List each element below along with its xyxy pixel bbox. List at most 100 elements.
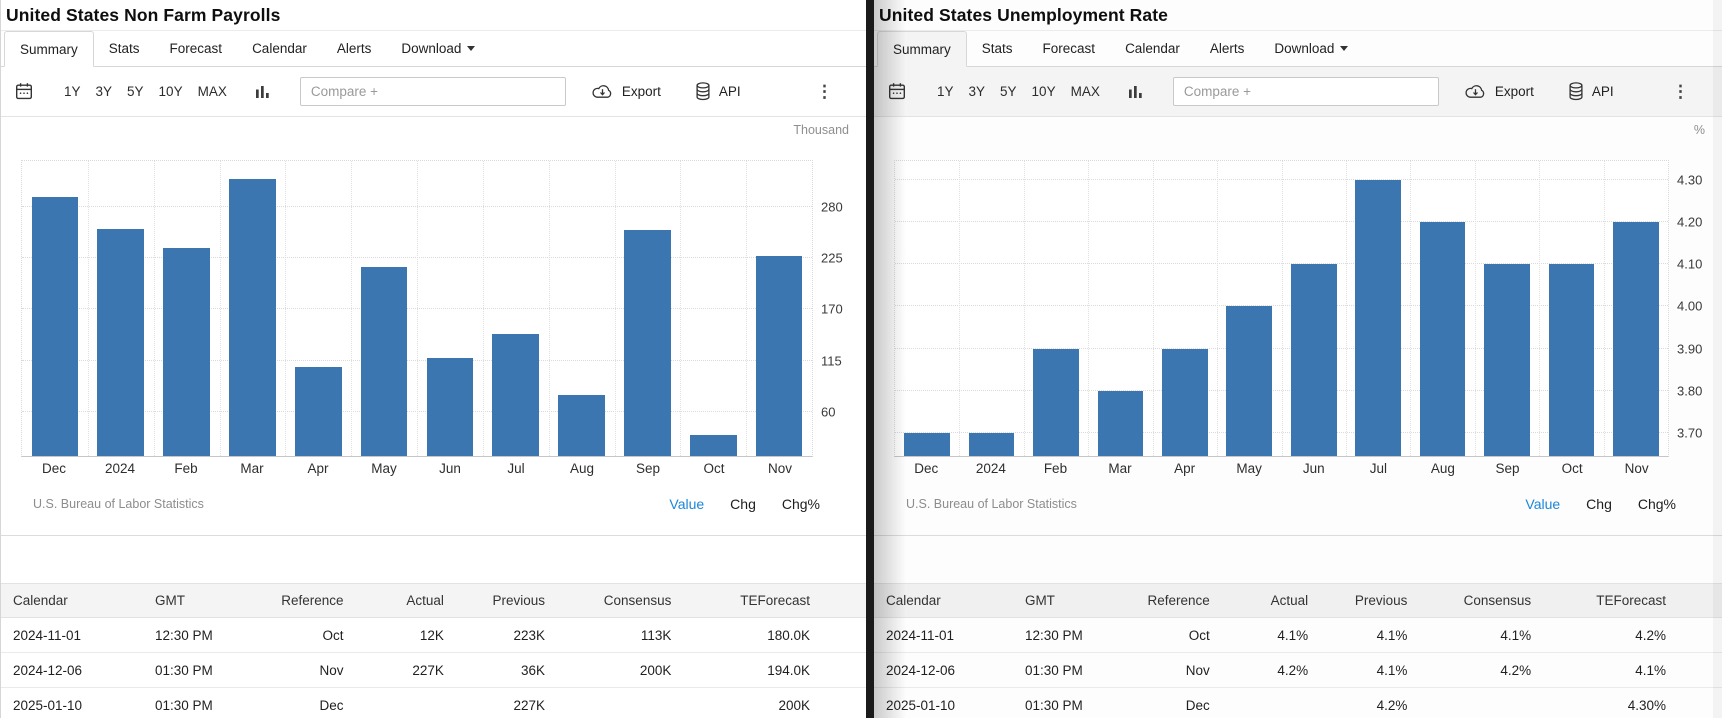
vertical-gridline [1152, 161, 1154, 456]
bar-Mar[interactable] [229, 178, 276, 456]
calendar-table-wrap: Calendar GMT Reference Actual Previous Consen… [874, 583, 1722, 718]
kebab-menu-icon[interactable]: ⋮ [816, 82, 833, 101]
bar-Nov[interactable] [1612, 222, 1659, 456]
range-button-1y[interactable]: 1Y [937, 84, 954, 99]
bar-slot [483, 161, 549, 456]
tab-stats[interactable]: Stats [981, 41, 1013, 56]
source-attribution: U.S. Bureau of Labor Statistics [33, 497, 204, 511]
bar-Aug[interactable] [558, 395, 605, 456]
bar-Jun[interactable] [426, 357, 474, 456]
series-toggle-value[interactable]: Value [669, 496, 705, 512]
vertical-gridline [1603, 161, 1605, 456]
bar-2024[interactable] [968, 432, 1015, 456]
cell-teforecast: 4.30% [1531, 687, 1722, 718]
bar-slot [959, 161, 1023, 456]
bar-Oct[interactable] [689, 434, 737, 456]
bar-Nov[interactable] [755, 256, 803, 456]
bar-Jul[interactable] [1355, 179, 1401, 456]
series-toggle-value[interactable]: Value [1525, 496, 1561, 512]
range-button-3y[interactable]: 3Y [968, 84, 986, 99]
bar-May[interactable] [360, 266, 408, 456]
tab-summary[interactable]: Summary [877, 31, 967, 67]
bar-Mar[interactable] [1097, 390, 1144, 456]
range-button-max[interactable]: MAX [197, 84, 227, 99]
export-label: Export [621, 84, 661, 99]
tab-alerts[interactable]: Alerts [336, 41, 372, 56]
export-button[interactable]: Export [591, 83, 661, 100]
series-toggle-chg[interactable]: Chg [730, 496, 756, 512]
series-toggle-chgpct[interactable]: Chg% [1637, 496, 1676, 512]
bar-Feb[interactable] [1033, 348, 1079, 456]
calendar-range-button[interactable] [887, 82, 907, 101]
bar-Dec[interactable] [904, 432, 951, 456]
cell-reference: Nov [275, 652, 344, 688]
cell-calendar: 2024-12-06 [874, 652, 1025, 688]
cell-teforecast: 180.0K [671, 617, 866, 653]
table-row: 2025-01-10 01:30 PM Dec 227K 200K [1, 687, 866, 718]
compare-input[interactable] [299, 77, 566, 106]
bar-Jun[interactable] [1290, 264, 1337, 456]
api-button[interactable]: API [1568, 82, 1614, 101]
export-button[interactable]: Export [1464, 83, 1534, 100]
tab-calendar[interactable]: Calendar [1125, 41, 1180, 56]
bar-Dec[interactable] [31, 197, 79, 456]
vertical-gridline [680, 161, 682, 456]
bar-slot [680, 161, 746, 456]
range-button-max[interactable]: MAX [1070, 84, 1100, 99]
range-button-5y[interactable]: 5Y [1000, 84, 1017, 99]
bar-Apr[interactable] [1162, 348, 1208, 456]
tab-alerts[interactable]: Alerts [1209, 41, 1245, 56]
bar-Sep[interactable] [624, 230, 671, 456]
x-axis-label-Feb: Feb [1043, 461, 1068, 476]
compare-input[interactable] [1172, 77, 1439, 106]
bar-2024[interactable] [97, 229, 145, 456]
range-button-1y[interactable]: 1Y [64, 84, 81, 99]
x-axis-label-Feb: Feb [174, 461, 198, 476]
calendar-range-button[interactable] [14, 82, 34, 101]
range-button-10y[interactable]: 10Y [158, 84, 183, 99]
x-axis-labels: Dec 2024 Feb Mar Apr May Jun Jul Aug Sep Oct Nov [894, 457, 1669, 481]
tab-forecast[interactable]: Forecast [169, 41, 223, 56]
tab-calendar[interactable]: Calendar [252, 41, 307, 56]
bar-slot [220, 161, 286, 456]
series-toggle-chgpct[interactable]: Chg% [781, 496, 820, 512]
range-button-10y[interactable]: 10Y [1031, 84, 1056, 99]
tab-download[interactable]: Download [386, 31, 490, 66]
cell-reference: Dec [275, 687, 344, 718]
bar-Aug[interactable] [1419, 222, 1466, 456]
y-axis-tick-label: 3.70 [1677, 425, 1703, 441]
bar-slot [88, 161, 154, 456]
bar-Jul[interactable] [492, 333, 540, 456]
title-row: United States Unemployment Rate [874, 0, 1722, 30]
api-button[interactable]: API [695, 82, 741, 101]
bar-Feb[interactable] [163, 247, 210, 456]
vertical-gridline [959, 161, 961, 456]
tab-summary[interactable]: Summary [4, 31, 94, 67]
chart-type-button[interactable] [255, 84, 270, 100]
summary-card-divider [1, 535, 866, 536]
bar-Oct[interactable] [1548, 264, 1595, 456]
column-header-gmt: GMT [1024, 583, 1143, 618]
page-title: United States Non Farm Payrolls [6, 4, 281, 25]
table-row: 2024-12-06 01:30 PM Nov 4.2% 4.1% 4.2% 4.1% [874, 652, 1722, 688]
series-toggles: Value Chg Chg% [1525, 496, 1676, 512]
column-header-consensus: Consensus [545, 583, 672, 618]
x-axis-label-2024: 2024 [104, 461, 136, 476]
series-toggle-chg[interactable]: Chg [1586, 496, 1612, 512]
cell-actual [1209, 687, 1309, 718]
bar-Apr[interactable] [294, 367, 342, 456]
chart-type-button[interactable] [1128, 84, 1143, 100]
cell-actual: 227K [343, 652, 444, 688]
tab-forecast[interactable]: Forecast [1042, 41, 1096, 56]
vertical-gridline [285, 161, 287, 456]
bar-May[interactable] [1226, 306, 1273, 456]
range-button-3y[interactable]: 3Y [95, 84, 113, 99]
bar-Sep[interactable] [1484, 264, 1530, 456]
vertical-gridline [1217, 161, 1219, 456]
range-button-5y[interactable]: 5Y [127, 84, 144, 99]
x-axis-label-Jun: Jun [439, 461, 461, 476]
kebab-menu-icon[interactable]: ⋮ [1672, 82, 1689, 101]
tab-stats[interactable]: Stats [108, 41, 140, 56]
column-header-gmt: GMT [154, 583, 276, 618]
tab-download[interactable]: Download [1259, 31, 1363, 66]
